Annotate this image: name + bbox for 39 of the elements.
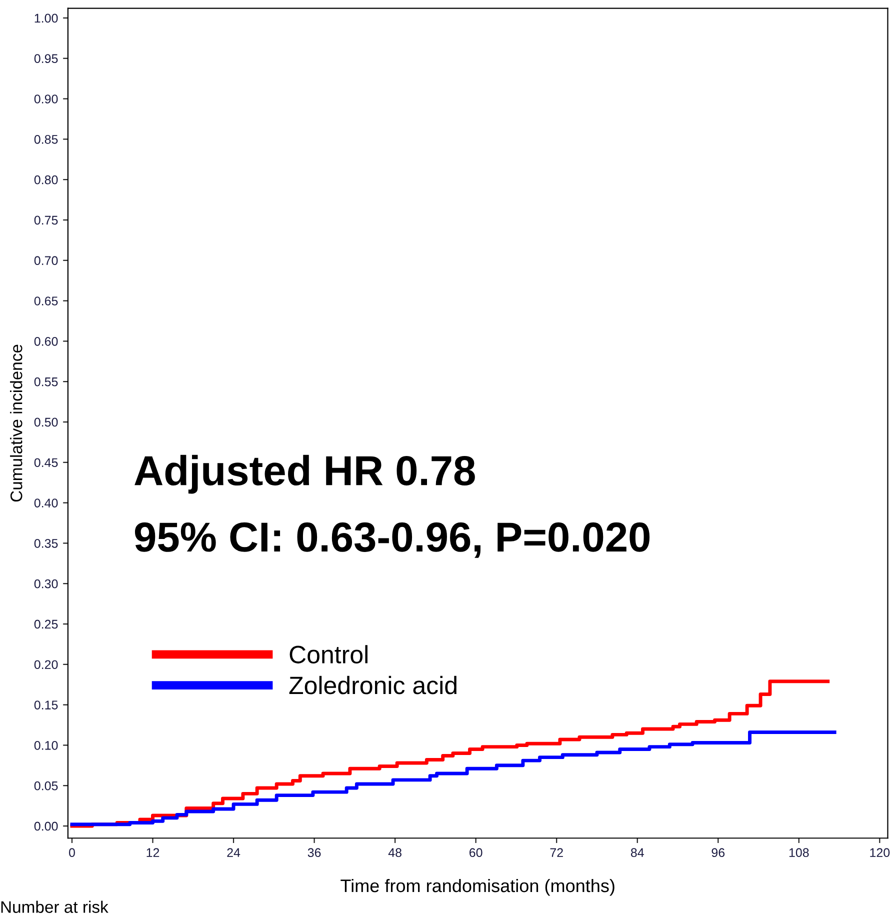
y-tick-label: 0.65 [34,296,58,306]
x-tick-label: 60 [470,848,482,858]
y-tick-label: 0.55 [34,377,58,386]
text: Number at risk [1,900,108,913]
y-tick-label: 0.75 [34,216,58,225]
x-tick-label: 108 [789,848,809,858]
x-tick-label: 12 [146,848,160,857]
y-tick-label: 0.35 [34,538,58,548]
y-tick-label: 0.70 [34,256,58,266]
y-axis-title: Cumulative incidence [10,344,22,502]
y-tick-label: 0.60 [34,336,58,346]
x-tick-label: 72 [550,848,563,857]
y-tick-label: 0.80 [34,175,58,184]
x-axis-title: Time from randomisation (months) [340,878,614,896]
y-tick-label: 0.20 [34,660,58,670]
y-tick-label: 0.10 [34,741,58,750]
legend-label: Control [290,645,368,664]
x-tick-label: 36 [308,848,321,858]
y-tick-label: 0.00 [34,822,58,831]
y-tick-label: 0.95 [34,54,58,64]
y-tick-label: 0.15 [34,700,58,710]
x-tick-label: 96 [712,848,725,858]
x-tick-label: 120 [870,848,890,858]
y-tick-label: 0.50 [34,418,58,427]
y-tick-label: 0.30 [34,579,58,588]
y-tick-label: 0.45 [34,458,58,468]
y-tick-label: 0.05 [34,781,58,790]
x-tick-label: 24 [227,848,240,857]
y-tick-label: 0.90 [34,94,58,104]
y-tick-label: 0.40 [34,498,58,508]
annotation: Adjusted HR 0.78 [134,454,475,494]
x-tick-label: 0 [68,848,75,858]
y-tick-label: 1.00 [34,14,58,23]
y-tick-label: 0.25 [34,620,58,629]
annotation: 95% CI: 0.63-0.96, P=0.020 [134,522,650,558]
y-tick-label: 0.85 [34,134,58,144]
x-tick-label: 84 [630,848,644,858]
x-tick-label: 48 [388,848,402,858]
legend-label: Zoledronic acid [289,676,456,694]
